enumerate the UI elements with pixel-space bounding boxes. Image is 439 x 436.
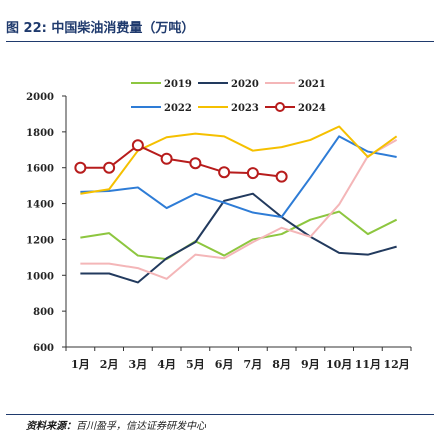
series-line-2020 <box>80 192 397 284</box>
legend-label-2021: 2021 <box>298 79 326 90</box>
y-tick-label: 1600 <box>26 164 54 175</box>
series-line-2022 <box>80 135 397 219</box>
series-point-2024 <box>160 152 173 165</box>
series-point-2024 <box>74 161 87 174</box>
legend-label-2020: 2020 <box>231 79 259 90</box>
chart-lines <box>74 125 398 284</box>
legend-label-2023: 2023 <box>231 103 259 114</box>
x-tick-label: 7月 <box>244 358 263 371</box>
x-tick-label: 6月 <box>215 358 234 371</box>
series-point-2024 <box>131 139 144 152</box>
series-line-2021 <box>80 139 398 280</box>
x-tick-label: 11月 <box>355 358 381 371</box>
y-tick-label: 1800 <box>26 128 54 139</box>
legend-label-2022: 2022 <box>164 103 192 114</box>
x-tick-label: 2月 <box>100 358 119 371</box>
x-tick-label: 3月 <box>129 358 148 371</box>
y-tick-label: 2000 <box>26 92 54 103</box>
chart-legend: 2019 2020 2021 2022 2023 2024 <box>131 79 326 114</box>
series-line-2023 <box>80 125 398 195</box>
y-tick-label: 1000 <box>26 271 54 282</box>
legend-marker-2024 <box>275 102 285 112</box>
source-note: 资料来源：百川盈孚，信达证券研发中心 <box>26 417 206 432</box>
x-tick-label: 1月 <box>71 358 90 371</box>
y-tick-label: 600 <box>33 343 54 354</box>
series-point-2024 <box>275 170 288 183</box>
series-point-2024 <box>218 166 231 179</box>
legend-label-2019: 2019 <box>164 79 192 90</box>
y-tick-label: 800 <box>33 307 54 318</box>
series-point-2024 <box>246 167 259 180</box>
x-tick-label: 8月 <box>272 358 291 371</box>
x-tick-label: 5月 <box>186 358 205 371</box>
x-tick-label: 10月 <box>326 358 352 371</box>
y-tick-label: 1400 <box>26 200 54 211</box>
x-tick-label: 9月 <box>301 358 320 371</box>
source-label: 资料来源： <box>26 421 76 432</box>
legend-label-2024: 2024 <box>298 103 326 114</box>
figure-title: 图 22: 中国柴油消费量（万吨） <box>6 21 195 36</box>
series-point-2024 <box>103 161 116 174</box>
series-line-2019 <box>80 210 398 261</box>
x-axis: 1月 2月 3月 4月 5月 6月 7月 8月 9月 10月 11月 12月 <box>65 346 412 371</box>
x-tick-label: 4月 <box>157 358 176 371</box>
source-text: 百川盈孚，信达证券研发中心 <box>76 421 206 432</box>
source-divider <box>6 414 434 415</box>
series-point-2024 <box>189 157 202 170</box>
y-tick-label: 1200 <box>26 235 54 246</box>
y-axis: 600 800 1000 1200 1400 1600 1800 2000 <box>26 92 67 354</box>
x-tick-label: 12月 <box>383 358 409 371</box>
title-divider <box>6 41 434 42</box>
